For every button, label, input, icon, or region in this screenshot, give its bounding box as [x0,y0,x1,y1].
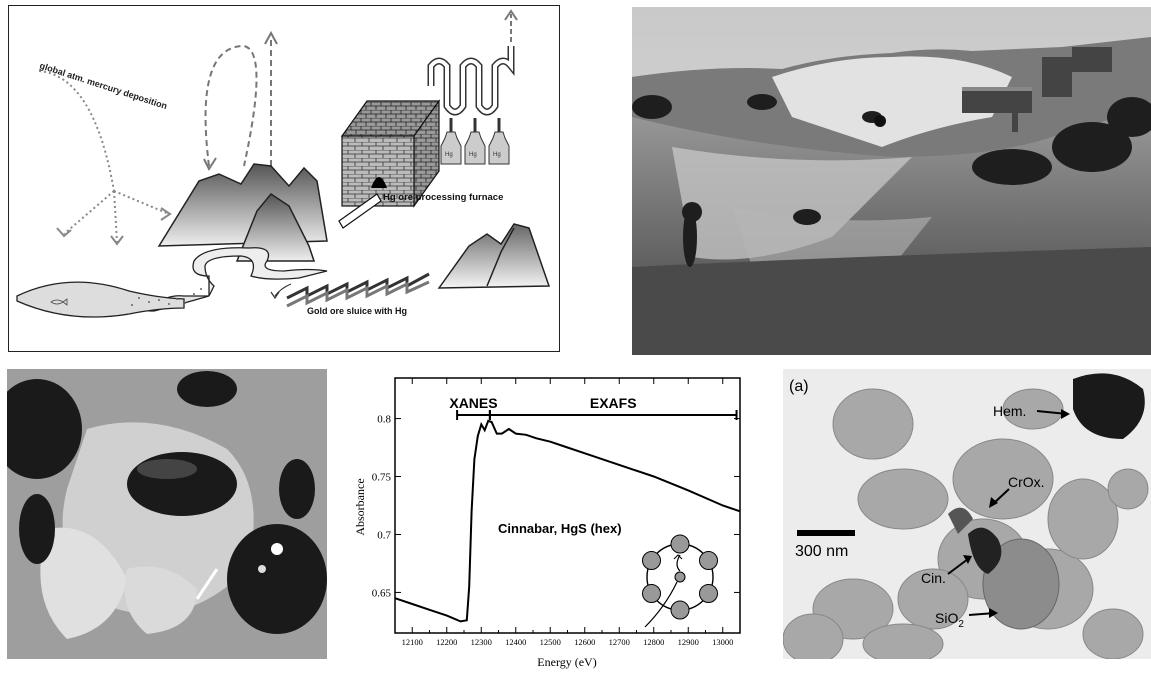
lake [16,281,185,318]
hem-label: Hem. [993,403,1026,419]
x-tick-label: 12100 [402,637,423,647]
region-bars: XANES EXAFS [449,395,738,420]
y-tick-label: 0.65 [372,587,392,599]
sio2-label: SiO2 [935,610,964,630]
condenser [427,46,515,116]
evasion-arrow [204,44,258,167]
x-tick-label: 12300 [471,637,492,647]
region-label: XANES [449,395,497,411]
crox-label: CrOx. [1008,474,1045,490]
ore-nodules [7,371,327,634]
flask-label: Hg [445,152,453,158]
region-label: EXAFS [590,395,637,411]
flask-label: Hg [493,152,501,158]
x-axis-label: Energy (eV) [537,655,596,669]
sio2-base: SiO [935,610,958,626]
x-tick-label: 12600 [574,637,595,647]
cinnabar-structure-icon [642,534,718,628]
tem-micrograph: 300 nm (a) Hem. CrOx. Cin. SiO2 [783,369,1151,659]
xas-spectrum-chart: 12100 12200 12300 12400 12500 12600 12700 12800… [350,372,750,672]
y-tick-label: 0.75 [372,472,392,484]
panel-label: (a) [789,378,809,395]
x-tick-label: 12400 [505,637,526,647]
hg-flasks: Hg Hg Hg [440,118,510,165]
x-tick-label: 12500 [540,637,561,647]
river [192,247,328,297]
flask-label: Hg [469,152,477,158]
y-axis-label: Absorbance [353,478,367,535]
sediment-dots [131,288,202,306]
scale-bar [797,530,855,536]
sio2-subscript: 2 [958,619,964,630]
deposition-label: global atm. mercury deposition [38,60,168,111]
x-tick-label: 12700 [609,637,630,647]
shrubs [632,94,1151,267]
cin-label: Cin. [921,570,946,586]
x-axis: 12100 12200 12300 12400 12500 12600 12700 12800… [402,378,733,647]
sluice [286,272,430,300]
sluice-label: Gold ore sluice with Hg [307,306,407,316]
x-tick-label: 12200 [436,637,457,647]
scale-label: 300 nm [795,543,848,560]
furnace-label: Hg ore processing furnace [383,192,503,203]
y-tick-label: 0.7 [377,529,391,541]
spectrum-line [394,419,741,623]
x-tick-label: 13000 [712,637,733,647]
chart-annotation: Cinnabar, HgS (hex) [498,521,622,536]
deposition-arrow [38,70,115,192]
y-tick-label: 0.8 [377,414,391,426]
mercury-cycle-diagram: global atm. mercury deposition Hg H [8,5,560,352]
mountain-right [437,223,551,289]
x-tick-label: 12800 [643,637,664,647]
y-axis: 0.65 0.7 0.75 0.8 [372,414,740,599]
x-tick-label: 12900 [678,637,699,647]
ore-sample-photo [7,369,327,659]
mine-buildings [962,47,1112,132]
fish-icon [50,298,68,306]
mine-landscape-photo [632,7,1151,355]
plot-frame [394,377,741,634]
